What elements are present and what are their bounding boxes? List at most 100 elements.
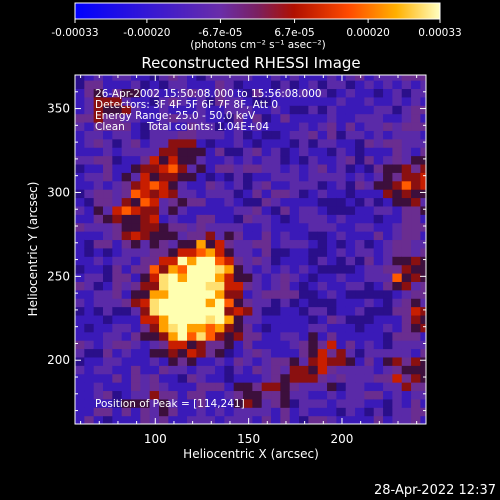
heatmap-cell: [280, 247, 291, 257]
heatmap-cell: [243, 281, 253, 291]
heatmap-cell: [411, 314, 421, 324]
heatmap-cell: [205, 231, 216, 241]
heatmap-cell: [327, 365, 337, 375]
heatmap-cell: [177, 382, 188, 392]
heatmap-cell: [317, 382, 328, 392]
heatmap-cell: [112, 96, 123, 106]
heatmap-cell: [205, 214, 216, 224]
heatmap-cell: [261, 264, 272, 274]
heatmap-cell: [401, 214, 412, 224]
heatmap-cell: [243, 373, 253, 383]
heatmap-cell: [289, 105, 300, 115]
heatmap-cell: [187, 356, 197, 366]
heatmap-cell: [364, 323, 375, 333]
heatmap-cell: [112, 105, 123, 115]
heatmap-cell: [177, 205, 188, 215]
heatmap-cell: [168, 306, 179, 316]
heatmap-cell: [373, 298, 384, 308]
heatmap-cell: [336, 348, 347, 358]
heatmap-cell: [327, 298, 337, 308]
heatmap-cell: [233, 356, 244, 366]
heatmap-cell: [224, 365, 235, 375]
heatmap-cell: [215, 323, 225, 333]
heatmap-cell: [131, 231, 141, 241]
heatmap-cell: [271, 130, 281, 140]
heatmap-cell: [252, 75, 263, 81]
heatmap-cell: [327, 239, 337, 249]
heatmap-cell: [299, 88, 309, 98]
heatmap-cell: [327, 415, 337, 424]
heatmap-cell: [84, 80, 95, 90]
heatmap-cell: [233, 306, 244, 316]
heatmap-cell: [159, 365, 169, 375]
heatmap-cell: [280, 373, 291, 383]
heatmap-cell: [243, 113, 253, 123]
heatmap-cell: [252, 382, 263, 392]
heatmap-cell: [233, 289, 244, 299]
heatmap-cell: [327, 398, 337, 408]
heatmap-cell: [140, 121, 151, 131]
heatmap-cell: [168, 390, 179, 400]
heatmap-cell: [140, 197, 151, 207]
heatmap-cell: [205, 239, 216, 249]
heatmap-cell: [280, 239, 291, 249]
heatmap-cell: [121, 130, 132, 140]
heatmap-cell: [280, 138, 291, 148]
heatmap-cell: [299, 356, 309, 366]
heatmap-cell: [373, 365, 384, 375]
heatmap-cell: [215, 222, 225, 232]
heatmap-cell: [289, 172, 300, 182]
heatmap-cell: [243, 96, 253, 106]
heatmap-cell: [252, 197, 263, 207]
heatmap-cell: [205, 331, 216, 341]
heatmap-cell: [93, 272, 104, 282]
heatmap-cell: [84, 247, 95, 257]
heatmap-cell: [271, 231, 281, 241]
heatmap-cell: [327, 348, 337, 358]
heatmap-cell: [345, 390, 356, 400]
heatmap-cell: [103, 121, 113, 131]
heatmap-cell: [103, 314, 113, 324]
heatmap-cell: [345, 189, 356, 199]
heatmap-cell: [75, 264, 85, 274]
y-tick-label: 200: [47, 353, 70, 367]
heatmap-cell: [121, 214, 132, 224]
heatmap-cell: [215, 121, 225, 131]
heatmap-cell: [224, 348, 235, 358]
heatmap-cell: [168, 373, 179, 383]
heatmap-cell: [336, 239, 347, 249]
heatmap-cell: [112, 306, 123, 316]
heatmap-cell: [168, 172, 179, 182]
heatmap-cell: [364, 214, 375, 224]
heatmap-cell: [149, 272, 160, 282]
heatmap-cell: [196, 348, 207, 358]
heatmap-cell: [261, 189, 272, 199]
heatmap-cell: [243, 147, 253, 157]
heatmap-cell: [215, 155, 225, 165]
heatmap-cell: [308, 306, 319, 316]
heatmap-cell: [177, 147, 188, 157]
heatmap-cell: [215, 247, 225, 257]
heatmap-cell: [93, 256, 104, 266]
heatmap-cell: [336, 130, 347, 140]
heatmap-cell: [383, 390, 393, 400]
heatmap-cell: [121, 365, 132, 375]
heatmap-cell: [140, 138, 151, 148]
heatmap-cell: [177, 222, 188, 232]
heatmap-cell: [131, 365, 141, 375]
heatmap-cell: [233, 247, 244, 257]
heatmap-cell: [355, 105, 365, 115]
heatmap-cell: [196, 390, 207, 400]
heatmap-cell: [345, 281, 356, 291]
heatmap-cell: [317, 80, 328, 90]
heatmap-cell: [252, 189, 263, 199]
heatmap-cell: [355, 231, 365, 241]
heatmap-cell: [345, 214, 356, 224]
heatmap-cell: [131, 96, 141, 106]
heatmap-cell: [196, 189, 207, 199]
heatmap-cell: [93, 205, 104, 215]
heatmap-cell: [177, 340, 188, 350]
heatmap-cell: [159, 121, 169, 131]
heatmap-cell: [280, 172, 291, 182]
heatmap-cell: [233, 197, 244, 207]
